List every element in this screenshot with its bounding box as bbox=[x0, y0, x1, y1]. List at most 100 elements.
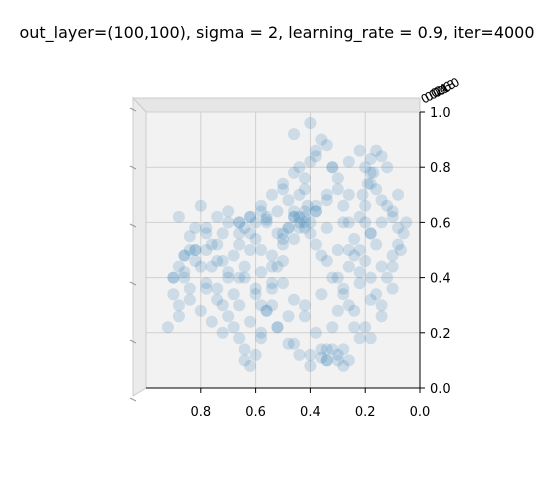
depth-tick-mark bbox=[129, 339, 137, 344]
data-point bbox=[342, 260, 355, 273]
data-point bbox=[309, 205, 322, 218]
data-point bbox=[260, 304, 273, 317]
data-point bbox=[400, 216, 413, 229]
data-point bbox=[353, 210, 366, 223]
data-point bbox=[320, 188, 333, 201]
data-point bbox=[359, 199, 372, 212]
data-point bbox=[205, 315, 218, 328]
data-point bbox=[304, 359, 317, 372]
depth-tick-mark bbox=[129, 223, 137, 228]
data-point bbox=[167, 271, 180, 284]
data-point bbox=[183, 293, 196, 306]
data-point bbox=[200, 221, 213, 234]
data-point bbox=[183, 230, 196, 243]
y-tick-label: 0.4 bbox=[430, 272, 451, 287]
data-point bbox=[298, 299, 311, 312]
data-point bbox=[271, 321, 284, 334]
data-point bbox=[298, 183, 311, 196]
data-point bbox=[178, 266, 191, 279]
data-point bbox=[392, 188, 405, 201]
data-point bbox=[172, 310, 185, 323]
data-point bbox=[222, 271, 235, 284]
data-point bbox=[337, 343, 350, 356]
data-point bbox=[227, 249, 240, 262]
data-point bbox=[370, 238, 383, 251]
data-point bbox=[233, 271, 246, 284]
data-point bbox=[288, 166, 300, 179]
data-point bbox=[277, 238, 289, 251]
data-point bbox=[298, 216, 311, 229]
data-point bbox=[309, 144, 322, 157]
data-point bbox=[288, 205, 300, 218]
data-point bbox=[320, 194, 333, 207]
data-point bbox=[238, 354, 251, 367]
data-point bbox=[238, 260, 251, 273]
data-point bbox=[326, 161, 339, 174]
data-point bbox=[331, 354, 344, 367]
data-point bbox=[315, 343, 328, 356]
data-point bbox=[364, 293, 377, 306]
y-tick-label: 0.6 bbox=[430, 216, 451, 231]
data-point bbox=[315, 249, 328, 262]
data-point bbox=[244, 210, 257, 223]
data-point bbox=[348, 233, 361, 245]
data-point bbox=[233, 332, 246, 345]
data-point bbox=[194, 199, 207, 212]
data-point bbox=[386, 205, 399, 218]
data-point bbox=[320, 354, 333, 367]
x-tick-label: 0.2 bbox=[355, 405, 376, 420]
data-point bbox=[359, 161, 372, 174]
data-point bbox=[326, 271, 339, 284]
data-point bbox=[200, 277, 213, 290]
data-point bbox=[183, 282, 196, 295]
data-point bbox=[309, 238, 322, 251]
data-point bbox=[233, 238, 246, 251]
data-point bbox=[375, 216, 388, 229]
data-point bbox=[194, 304, 207, 317]
data-point bbox=[337, 288, 350, 301]
data-point bbox=[227, 288, 240, 301]
data-point bbox=[359, 216, 372, 229]
data-point bbox=[255, 266, 268, 279]
data-point bbox=[304, 216, 317, 229]
data-point bbox=[315, 133, 328, 146]
data-point bbox=[293, 161, 306, 174]
data-point bbox=[167, 288, 180, 301]
data-point bbox=[364, 271, 377, 284]
data-point bbox=[392, 221, 405, 234]
data-point bbox=[238, 271, 251, 284]
data-point bbox=[244, 210, 257, 223]
data-point bbox=[375, 194, 388, 207]
tick-labels: 0.8 0.6 0.4 0.2 0.00.00.20.40.60.81.00.00.20… bbox=[129, 75, 462, 420]
data-point bbox=[266, 188, 278, 201]
data-point bbox=[189, 244, 202, 256]
data-point bbox=[331, 244, 344, 256]
axes bbox=[146, 112, 421, 389]
data-point bbox=[353, 277, 366, 290]
data-point bbox=[277, 177, 289, 190]
data-point bbox=[298, 221, 311, 234]
data-point bbox=[282, 337, 295, 350]
data-point bbox=[386, 282, 399, 295]
data-point bbox=[233, 216, 246, 229]
data-point bbox=[361, 177, 374, 190]
data-point bbox=[260, 213, 273, 226]
data-point bbox=[244, 315, 257, 328]
data-point bbox=[364, 166, 377, 179]
data-point bbox=[304, 117, 317, 129]
data-point bbox=[331, 348, 344, 361]
data-point bbox=[298, 310, 311, 323]
data-point bbox=[260, 304, 273, 317]
data-point bbox=[356, 188, 369, 201]
data-point bbox=[309, 205, 322, 218]
data-point bbox=[298, 172, 311, 185]
depth-tick-mark bbox=[129, 165, 137, 170]
data-point bbox=[342, 244, 355, 256]
data-point bbox=[255, 332, 268, 345]
x-tick-label: 0.8 bbox=[190, 405, 211, 420]
data-point bbox=[271, 260, 284, 273]
data-point bbox=[277, 255, 289, 267]
data-point bbox=[222, 205, 235, 218]
data-point bbox=[172, 210, 185, 223]
data-point bbox=[326, 161, 339, 174]
